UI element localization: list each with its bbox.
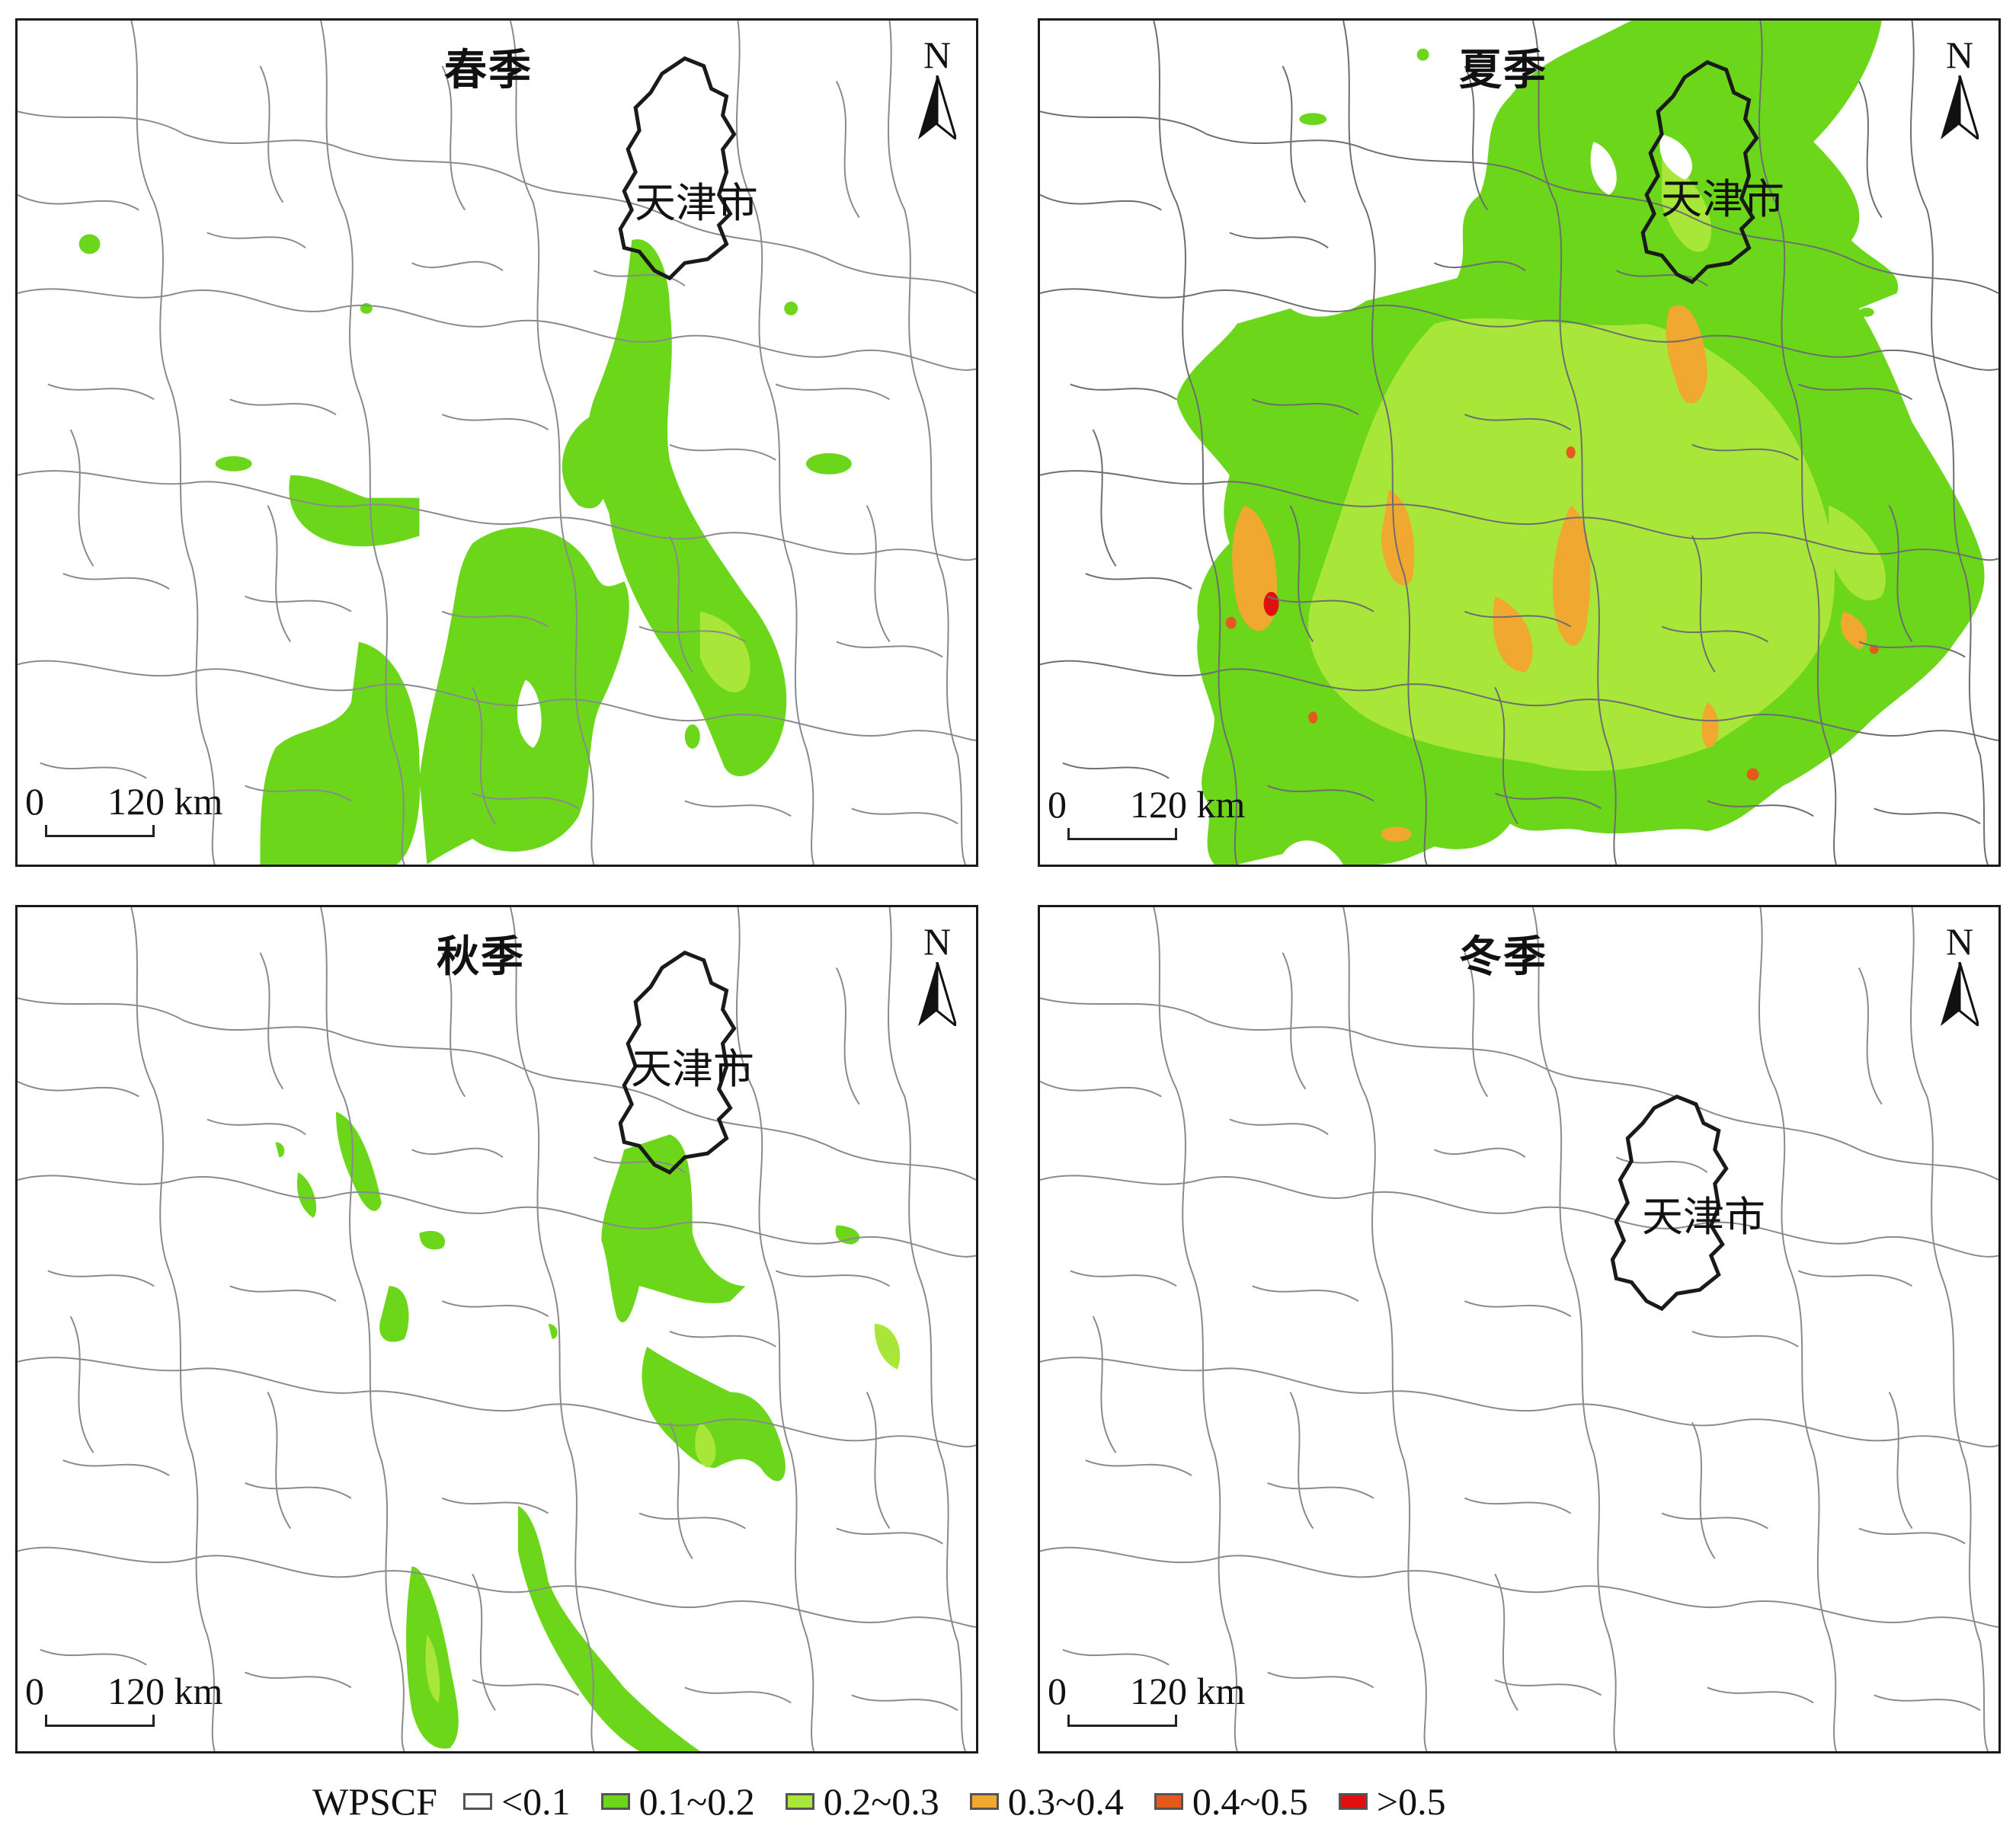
north-label: N xyxy=(1945,34,1974,76)
autumn-city-label: 天津市 xyxy=(631,1045,754,1093)
map-panel-summer: 夏季 天津市 N 0 120 km xyxy=(1038,18,2001,867)
scale-line xyxy=(45,825,155,837)
north-arrow-icon xyxy=(1941,75,1979,139)
spring-boundaries xyxy=(18,21,976,865)
spring-city-label: 天津市 xyxy=(635,179,758,227)
autumn-title: 秋季 xyxy=(437,932,525,982)
summer-map xyxy=(1040,21,1998,865)
scale-zero: 0 xyxy=(25,1670,44,1712)
north-arrow-icon xyxy=(1941,962,1979,1026)
legend-item: 0.3~0.4 xyxy=(969,1779,1124,1824)
spring-title: 春季 xyxy=(444,46,533,95)
map-panel-winter: 冬季 天津市 N 0 120 km xyxy=(1038,905,2001,1753)
legend-item: 0.2~0.3 xyxy=(785,1779,939,1824)
summer-tianjin-outline xyxy=(1640,59,1759,285)
summer-wpscf-fill xyxy=(1176,21,1985,865)
autumn-north-arrow: N xyxy=(910,919,964,1026)
legend-item: 0.4~0.5 xyxy=(1154,1779,1308,1824)
legend-item: >0.5 xyxy=(1338,1779,1446,1824)
legend-swatch xyxy=(1154,1793,1183,1810)
summer-north-arrow: N xyxy=(1933,33,1986,139)
legend-label: >0.5 xyxy=(1376,1780,1446,1823)
scale-distance: 120 km xyxy=(1130,1670,1246,1712)
north-label: N xyxy=(1945,920,1974,963)
legend-item: <0.1 xyxy=(462,1779,571,1824)
map-panel-spring: 春季 天津市 N 0 120 km xyxy=(15,18,978,867)
scale-line xyxy=(1067,1715,1177,1727)
summer-city-label: 天津市 xyxy=(1661,175,1784,223)
scale-line xyxy=(1067,828,1177,840)
winter-city-label: 天津市 xyxy=(1642,1193,1765,1241)
summer-boundaries xyxy=(1040,21,1998,865)
scale-zero: 0 xyxy=(25,780,44,823)
north-label: N xyxy=(923,920,952,963)
legend-label: <0.1 xyxy=(501,1780,571,1823)
legend-title: WPSCF xyxy=(312,1780,437,1823)
legend-label: 0.1~0.2 xyxy=(638,1780,755,1823)
spring-tianjin-outline xyxy=(618,56,737,281)
north-label: N xyxy=(923,34,952,76)
map-panel-autumn: 秋季 天津市 N 0 120 km xyxy=(15,905,978,1753)
spring-north-arrow: N xyxy=(910,33,964,139)
spring-wpscf-fill xyxy=(78,234,852,865)
autumn-tianjin-outline xyxy=(618,950,737,1175)
legend-label: 0.2~0.3 xyxy=(823,1780,939,1823)
autumn-wpscf-fill xyxy=(275,1111,901,1751)
scale-distance: 120 km xyxy=(107,1670,223,1712)
legend-swatch xyxy=(600,1793,630,1810)
scale-distance: 120 km xyxy=(107,780,223,823)
legend-swatch xyxy=(1338,1793,1368,1810)
autumn-boundaries xyxy=(18,907,976,1751)
scale-zero: 0 xyxy=(1048,1670,1067,1712)
winter-tianjin-outline xyxy=(1610,1094,1729,1312)
legend-swatch xyxy=(462,1793,492,1810)
scale-zero: 0 xyxy=(1048,783,1067,826)
winter-north-arrow: N xyxy=(1933,919,1986,1026)
autumn-map xyxy=(18,907,976,1751)
winter-title: 冬季 xyxy=(1459,932,1547,982)
scale-distance: 120 km xyxy=(1130,783,1246,826)
north-arrow-icon xyxy=(918,962,956,1026)
legend-swatch xyxy=(969,1793,999,1810)
legend-swatch xyxy=(785,1793,814,1810)
winter-scale-bar: 0 120 km xyxy=(1048,1669,1245,1730)
scale-line xyxy=(45,1715,155,1727)
spring-scale-bar: 0 120 km xyxy=(25,779,222,840)
north-arrow-icon xyxy=(918,75,956,139)
legend-item: 0.1~0.2 xyxy=(600,1779,755,1824)
winter-boundaries xyxy=(1040,907,1998,1751)
wpscf-legend: WPSCF <0.1 0.1~0.2 0.2~0.3 0.3~0.4 0.4~0… xyxy=(312,1775,1477,1828)
legend-label: 0.3~0.4 xyxy=(1007,1780,1124,1823)
spring-map xyxy=(18,21,976,865)
autumn-scale-bar: 0 120 km xyxy=(25,1669,222,1730)
legend-label: 0.4~0.5 xyxy=(1192,1780,1308,1823)
summer-title: 夏季 xyxy=(1459,46,1547,95)
winter-map xyxy=(1040,907,1998,1751)
summer-scale-bar: 0 120 km xyxy=(1048,782,1245,843)
